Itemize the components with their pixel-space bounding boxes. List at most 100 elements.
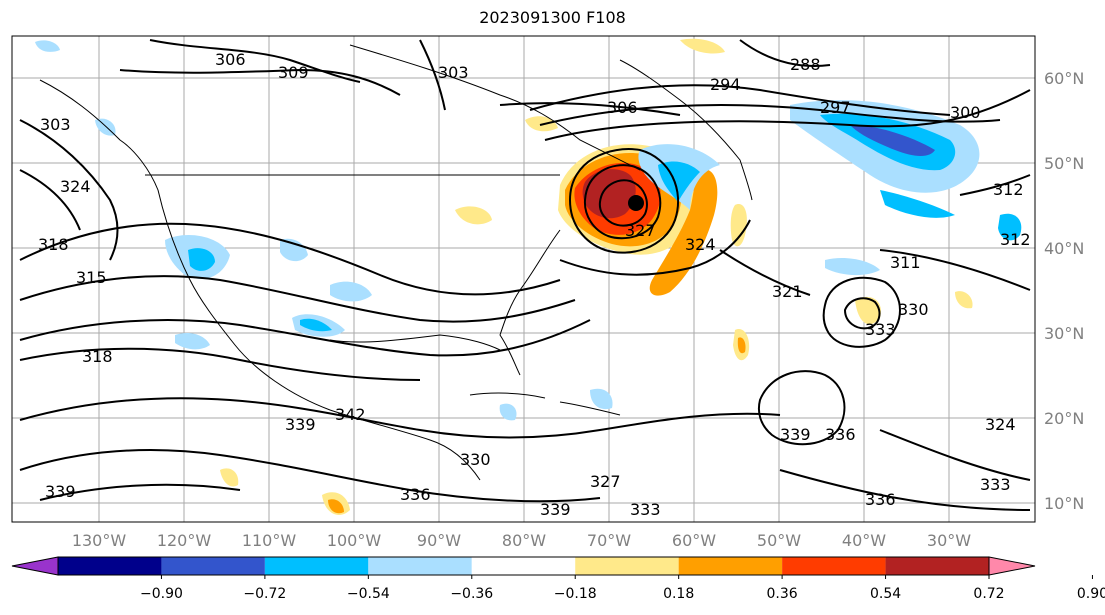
contour-label: 336 — [400, 485, 431, 504]
longitude-label: 120°W — [157, 531, 212, 550]
colorbar-tick-label: −0.72 — [243, 586, 286, 602]
contour-306-north — [149, 39, 361, 83]
contour-label: 294 — [710, 75, 741, 94]
contour-306 — [499, 102, 681, 116]
colorbar-tick-label: −0.18 — [554, 586, 597, 602]
contour-label: 336 — [865, 490, 896, 509]
longitude-label: 60°W — [672, 531, 716, 550]
greenland-coast — [619, 59, 753, 201]
east-coast — [499, 229, 561, 376]
colorbar-swatch — [264, 557, 369, 575]
colorbar-tick-label: 0.90 — [1077, 586, 1105, 602]
contour-subtropical-3 — [19, 319, 591, 357]
longitude-label: 90°W — [417, 531, 461, 550]
contour-300 — [544, 89, 1031, 141]
contour-high-ring — [757, 370, 846, 446]
colorbar-swatch — [575, 557, 679, 575]
contour-subtropical-1 — [19, 222, 561, 296]
positive-anomaly-band — [649, 169, 718, 296]
colorbar-swatch — [161, 557, 265, 575]
contour-label: 311 — [890, 253, 921, 272]
contour-label: 315 — [76, 268, 107, 287]
positive-anomaly-core — [582, 169, 636, 219]
longitude-label: 50°W — [757, 531, 801, 550]
contour-339 — [39, 483, 241, 501]
colorbar-swatch — [782, 557, 886, 575]
latitude-label: 40°N — [1044, 239, 1084, 258]
map-content: 306 309 303 294 288 297 300 306 303 324 … — [12, 36, 1035, 522]
contour-label: 339 — [540, 500, 571, 519]
contour-294 — [529, 84, 951, 116]
negative-anomaly-plains — [330, 281, 372, 302]
contour-333-east — [879, 429, 1031, 481]
cyclone-ring-2 — [583, 164, 662, 240]
contour-azores-ring — [843, 297, 881, 330]
contour-303 — [419, 39, 446, 111]
map-title: 2023091300 F108 — [479, 8, 626, 27]
contour-label: 309 — [278, 63, 309, 82]
contour-label: 327 — [590, 472, 621, 491]
positive-anomaly-azores — [855, 296, 881, 325]
longitude-label: 130°W — [72, 531, 127, 550]
contour-label: 321 — [772, 282, 803, 301]
contour-label: 336 — [825, 425, 856, 444]
contour-label: 333 — [865, 320, 896, 339]
contour-label: 300 — [950, 103, 981, 122]
negative-anomaly-alaska — [35, 40, 60, 52]
contour-324-south — [559, 219, 751, 276]
positive-anomaly-pacific-core — [328, 499, 344, 514]
positive-anomaly-greenland — [680, 38, 725, 54]
colorbar-tick-label: 0.36 — [767, 586, 798, 602]
contour-subtropical-2 — [19, 275, 576, 323]
contour-309 — [119, 68, 401, 96]
cyclone-ring-3 — [598, 179, 648, 227]
contour-label: 327 — [625, 221, 656, 240]
negative-anomaly-south-jet — [880, 190, 955, 218]
colorbar-tick-label: −0.36 — [450, 586, 493, 602]
contour-label: 303 — [438, 63, 469, 82]
contour-label: 306 — [607, 98, 638, 117]
positive-anomaly-greatlakes — [455, 206, 492, 225]
contour-321 — [719, 249, 811, 296]
colorbar-tick-label: −0.54 — [347, 586, 390, 602]
contour-label: 339 — [780, 425, 811, 444]
latitude-label: 60°N — [1044, 69, 1084, 88]
colorbar-tick-label: 0.18 — [663, 586, 694, 602]
contour-336 — [19, 449, 601, 503]
positive-anomaly-band-edge — [730, 204, 747, 247]
latitude-label: 30°N — [1044, 324, 1084, 343]
contour-label: 312 — [1000, 230, 1031, 249]
longitude-label: 100°W — [327, 531, 382, 550]
colorbar-tick-label: 0.54 — [870, 586, 901, 602]
positive-anomaly-east-atlantic — [955, 291, 973, 309]
contour-336-east — [779, 469, 1031, 511]
contour-label: 333 — [630, 500, 661, 519]
negative-anomaly-subtropics — [825, 258, 880, 276]
cyclone-ring-1 — [568, 148, 680, 254]
positive-anomaly-westatlantic — [220, 468, 239, 487]
positive-anomaly-tropics-core — [737, 337, 746, 354]
contour-azores-ring-2 — [822, 276, 901, 348]
contour-label: 318 — [38, 235, 69, 254]
contour-label: 303 — [40, 115, 71, 134]
negative-anomaly-caribbean — [590, 388, 613, 410]
longitude-label: 80°W — [502, 531, 546, 550]
colorbar-extend-high — [988, 556, 1036, 576]
colorbar: −0.90 −0.72 −0.54 −0.36 −0.18 0.18 0.36 0.54 0.7… — [11, 556, 1105, 602]
colorbar-swatch — [471, 557, 576, 575]
contour-label: 339 — [285, 415, 316, 434]
latitude-label: 20°N — [1044, 409, 1084, 428]
contour-label: 324 — [985, 415, 1016, 434]
contour-label: 324 — [685, 235, 716, 254]
colorbar-extend-low — [11, 556, 59, 576]
longitude-label: 30°W — [927, 531, 971, 550]
longitude-label: 70°W — [587, 531, 631, 550]
caribbean-islands — [469, 392, 621, 416]
longitude-label: 110°W — [242, 531, 297, 550]
contour-west-pacific-2 — [19, 169, 81, 231]
negative-anomaly-atlantic — [998, 213, 1022, 241]
contour-label: 342 — [335, 405, 366, 424]
height-contours — [19, 39, 1031, 511]
contour-tropical-1 — [19, 397, 781, 439]
